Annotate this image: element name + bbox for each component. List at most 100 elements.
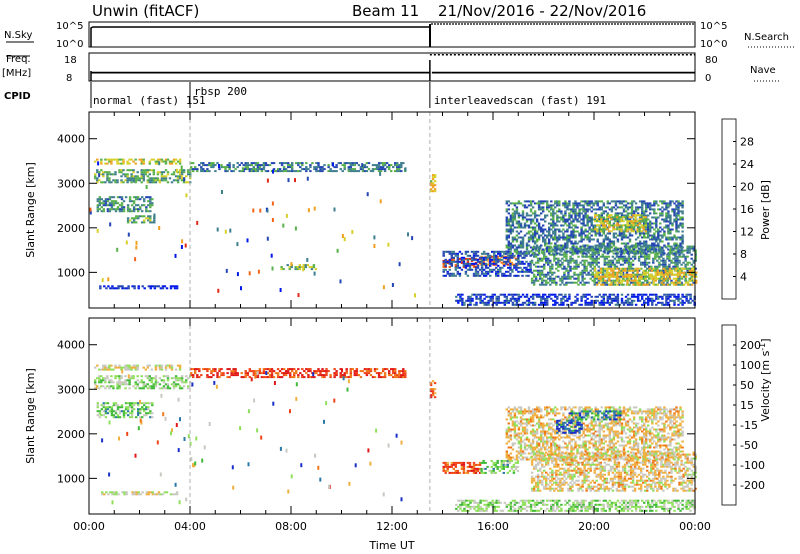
cell-13 (655, 236, 658, 239)
cell-0 (144, 368, 148, 371)
cell-13 (572, 208, 575, 211)
cell-12 (583, 265, 586, 268)
cell-13 (596, 248, 599, 251)
cell-14 (616, 267, 619, 270)
cell-1 (162, 171, 166, 174)
cell-15 (624, 228, 627, 231)
cell-12 (591, 251, 594, 254)
scatter-point (127, 232, 130, 237)
cell-11 (612, 297, 616, 300)
cell-4 (222, 372, 225, 375)
cell-13 (554, 206, 557, 209)
cell-11 (572, 301, 575, 304)
cell-4 (210, 372, 213, 375)
cell-5 (317, 164, 320, 167)
cell-13 (533, 236, 537, 239)
cell-14 (686, 267, 690, 270)
cell-1 (120, 381, 123, 384)
cell-5 (293, 170, 296, 173)
cell-13 (588, 236, 591, 239)
cell-4 (284, 374, 288, 377)
cell-13 (537, 236, 541, 239)
cell-11 (620, 293, 624, 296)
cell-12 (631, 275, 635, 278)
cell-13 (521, 212, 525, 215)
cell-2 (135, 402, 138, 405)
cell-12 (543, 263, 546, 266)
cell-13 (574, 216, 577, 219)
cell-11 (479, 297, 482, 300)
cell-2 (104, 408, 108, 411)
cell-4 (127, 285, 130, 288)
cell-13 (566, 250, 569, 253)
cell-15 (634, 220, 637, 223)
cell-11 (578, 303, 581, 306)
cell-12 (551, 281, 554, 284)
cell-13 (570, 208, 573, 211)
cell-13 (641, 248, 644, 251)
cell-11 (467, 295, 470, 298)
cell-13 (513, 218, 517, 221)
cell-2 (102, 210, 106, 213)
cell-14 (614, 275, 617, 278)
cell-13 (655, 250, 658, 253)
cell-11 (610, 299, 614, 302)
cell-15 (620, 228, 623, 231)
cell-14 (644, 269, 647, 272)
cell-12 (621, 259, 625, 262)
cell-13 (616, 238, 620, 241)
cell-11 (519, 303, 523, 306)
cell-10 (511, 254, 514, 257)
cell-5 (226, 164, 229, 167)
cell-5 (282, 166, 286, 169)
cell-11 (665, 303, 668, 306)
cell-10 (515, 264, 518, 267)
cell-12 (587, 261, 590, 264)
cell-14 (624, 275, 627, 278)
cell-13 (626, 202, 630, 205)
cell-10 (519, 266, 522, 269)
cell-13 (582, 218, 585, 221)
cell-13 (568, 226, 571, 229)
scatter-point (336, 248, 339, 253)
cell-13 (529, 234, 533, 237)
cell-15 (632, 222, 635, 225)
cell-2 (141, 204, 144, 207)
cell-13 (584, 244, 587, 247)
cell-1 (140, 375, 143, 378)
cell-1 (100, 385, 103, 388)
cell-14 (660, 277, 664, 280)
cell-13 (542, 248, 545, 251)
cell-1 (178, 175, 182, 178)
cell-10 (497, 270, 500, 273)
cell-10 (521, 260, 524, 263)
cell-10 (509, 272, 512, 275)
cell-15 (608, 226, 611, 229)
cell-13 (580, 212, 583, 215)
cell-11 (467, 299, 470, 302)
cell-15 (640, 226, 643, 229)
cell-13 (628, 232, 632, 235)
cell-13 (566, 218, 569, 221)
cell-2 (110, 208, 114, 211)
cell-13 (653, 210, 656, 213)
cell-13 (564, 236, 567, 239)
cell-13 (592, 208, 595, 211)
cell-0 (118, 366, 121, 369)
cell-10 (521, 256, 524, 259)
cell-3 (125, 491, 128, 494)
cell-0 (158, 364, 162, 367)
cell-2 (147, 402, 150, 405)
cell-13 (542, 200, 545, 203)
cell-2 (135, 204, 138, 207)
cell-12 (605, 279, 609, 282)
cell-3 (163, 491, 167, 494)
cell-8 (444, 265, 447, 268)
cell-2 (96, 198, 100, 201)
cell-12 (676, 277, 679, 280)
cell-12 (539, 257, 542, 260)
cell-5 (317, 166, 320, 169)
cell-5 (297, 170, 300, 173)
cell-13 (592, 224, 595, 227)
